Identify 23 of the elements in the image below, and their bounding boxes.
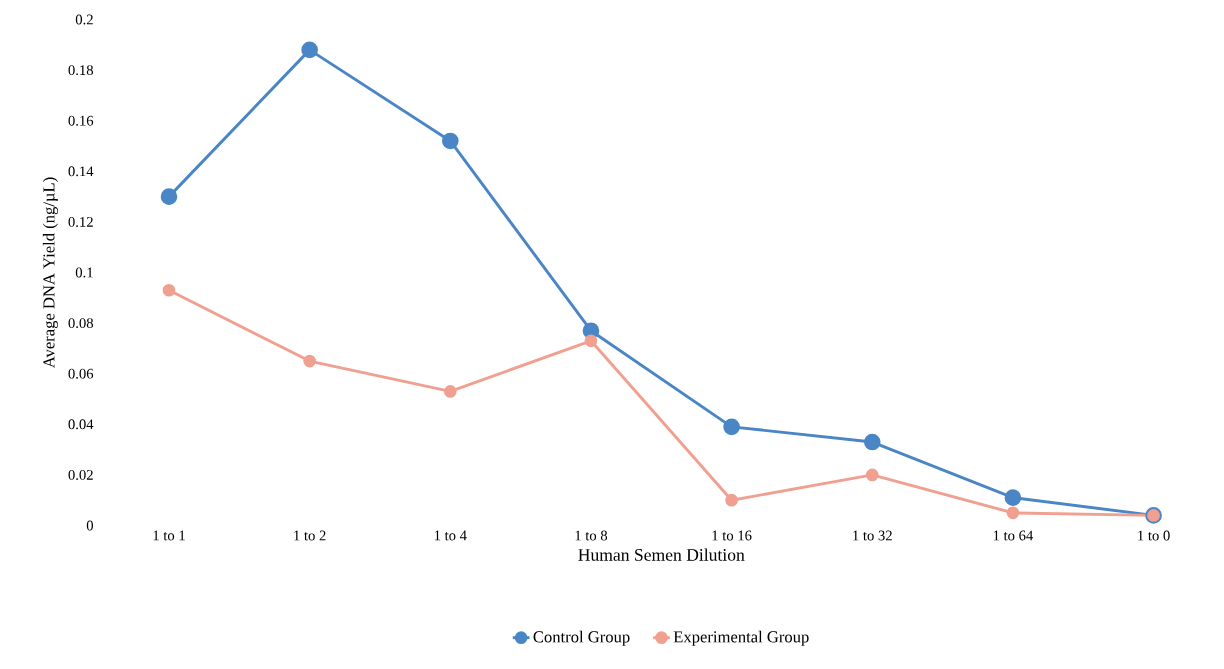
x-tick-label: 1 to 1 [153, 530, 185, 541]
y-tick-label: 0 [86, 520, 94, 531]
legend-label: Control Group [533, 630, 630, 646]
y-tick-label: 0.12 [68, 216, 93, 227]
x-axis-title: Human Semen Dilution [578, 548, 745, 561]
y-tick-label: 0.06 [68, 368, 94, 379]
x-tick-label: 1 to 2 [294, 530, 326, 541]
x-tick-label: 1 to 16 [712, 530, 752, 541]
x-tick-label: 1 to 4 [434, 530, 467, 541]
y-tick-label: 0.1 [75, 267, 93, 278]
y-axis-title: Average DNA Yield (ng/µL) [42, 177, 58, 368]
y-tick-label: 0.16 [68, 115, 94, 126]
y-tick-label: 0.18 [68, 65, 94, 76]
y-tick-label: 0.14 [68, 166, 94, 177]
x-tick-label: 1 to 0 [1138, 530, 1170, 541]
y-tick-label: 0.04 [68, 419, 94, 430]
y-tick-label: 0.08 [68, 318, 94, 329]
y-tick-label: 0.02 [68, 469, 93, 480]
legend-label: Experimental Group [673, 630, 809, 646]
x-tick-label: 1 to 64 [993, 530, 1034, 541]
x-tick-label: 1 to 8 [575, 530, 608, 541]
x-tick-label: 1 to 32 [853, 530, 892, 541]
y-tick-label: 0.2 [75, 14, 93, 25]
